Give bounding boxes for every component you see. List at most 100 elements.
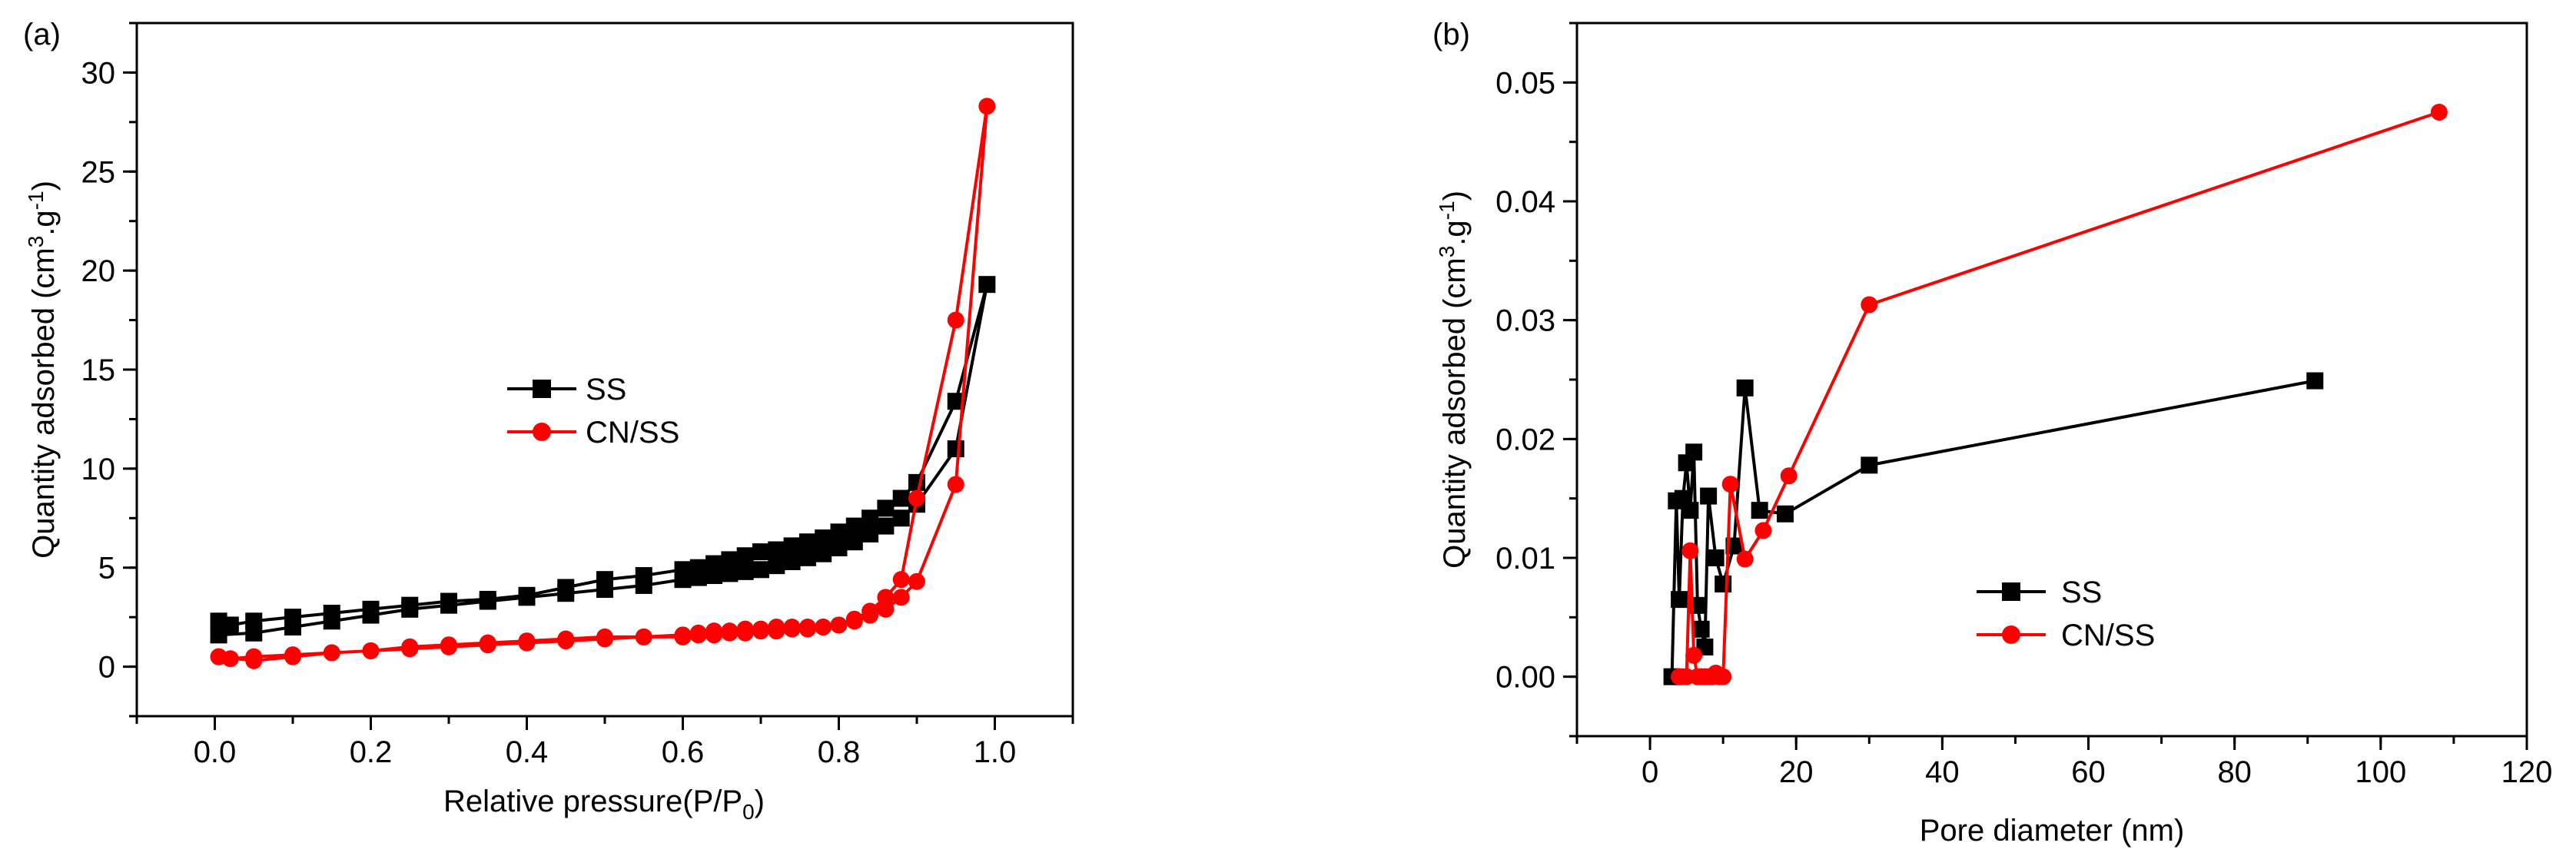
data-point [1700,487,1718,505]
data-point [245,648,263,665]
data-point [1692,620,1710,638]
data-point [557,579,575,596]
x-tick-label: 120 [2501,755,2553,789]
y-tick-label: 5 [98,552,115,586]
x-tick-label: 40 [1925,755,1960,789]
data-point [440,638,457,655]
data-point [1685,646,1703,664]
x-tick-label: 80 [2217,755,2252,789]
legend-cnss-label: CN/SS [586,416,679,450]
legend-cnss-marker [2002,625,2020,644]
legend-ss-label: SS [586,373,626,406]
panel-a: (a) 0.0 0.2 0.4 0.6 0.8 1.0 0 5 10 15 20 25 30 Rela… [23,18,1074,824]
x-tick-label: 0.8 [818,735,861,769]
data-point [947,311,964,329]
data-point [861,525,879,542]
panel-a-x-axis-title: Relative pressure(P/P0) [443,785,765,824]
data-point [323,644,340,662]
panel-b-series [1663,104,2448,685]
data-point [635,567,652,585]
data-point [635,628,652,645]
data-point [783,552,801,570]
y-tick-label: 15 [81,353,116,387]
data-point [518,586,536,604]
data-point [323,604,340,622]
data-point [815,529,832,547]
data-point [877,600,895,618]
data-point [1776,505,1794,523]
data-point [736,547,754,565]
data-point [674,561,692,579]
data-point [908,489,925,507]
x-tick-label: 0.4 [506,735,549,769]
data-point [892,489,910,507]
data-point [783,620,801,638]
panel-b-y-axis-title: Quantity adsorbed (cm3.g-1) [1435,191,1472,569]
data-point [210,648,227,665]
y-tick-label: 0.02 [1495,423,1555,456]
data-point [721,565,739,582]
data-point [830,616,848,634]
y-tick-label: 30 [81,56,116,90]
data-point [362,642,380,659]
y-tick-label: 25 [81,155,116,189]
data-point [877,589,895,606]
data-point [798,549,816,566]
data-point [1754,522,1772,539]
y-tick-label: 0.03 [1495,304,1555,338]
data-point [1780,467,1798,485]
y-tick-label: 20 [81,254,116,288]
x-tick-label: 60 [2071,755,2106,789]
data-point [1715,668,1732,685]
y-tick-label: 0.05 [1495,66,1555,100]
data-point [892,571,910,589]
panel-a-legend: SS CN/SS [507,373,679,450]
data-point [752,543,769,561]
data-point [736,624,754,642]
data-point [815,545,832,562]
data-point [798,620,816,638]
data-point [877,499,895,517]
data-point [892,509,910,527]
panel-a-y-axis-title: Quantity adsorbed (cm3.g-1) [24,181,61,559]
data-point [845,517,863,535]
panel-b-x-axis: 0 20 40 60 80 100 120 [1575,736,2553,789]
data-point [284,646,301,664]
panel-b-label: (b) [1432,18,1470,51]
data-point [845,533,863,551]
x-tick-label: 1.0 [974,735,1017,769]
data-point [1751,502,1768,519]
panel-a-frame [135,22,1074,718]
data-point [768,622,785,640]
data-point [736,562,754,580]
y-tick-label: 10 [81,453,116,486]
data-point [1707,549,1725,566]
data-point [798,533,816,551]
y-tick-label: 0.00 [1495,661,1555,695]
panel-b: (b) 0 20 40 60 80 100 120 0.00 0.01 0.02 0.03 0.04… [1432,18,2552,848]
data-point [479,636,496,654]
data-point [947,440,964,458]
data-point [768,541,785,559]
data-point [1681,542,1699,559]
data-point [830,539,848,556]
data-point [908,572,925,590]
data-point [1861,296,1878,314]
data-point [245,612,263,630]
data-point [892,589,910,606]
data-point [721,624,739,642]
data-point [1681,502,1699,519]
data-point [1715,576,1732,593]
data-point [557,632,575,650]
data-point [440,592,457,610]
data-point [596,630,613,648]
series-line-cn-ss [1679,111,2440,679]
data-point [815,619,832,636]
x-tick-label: 20 [1779,755,1814,789]
x-tick-label: 0 [1642,755,1658,789]
panel-a-y-axis: 0 5 10 15 20 25 30 [81,22,137,718]
data-point [978,276,996,294]
panel-b-legend: SS CN/SS [1977,576,2155,652]
data-point [845,612,863,630]
